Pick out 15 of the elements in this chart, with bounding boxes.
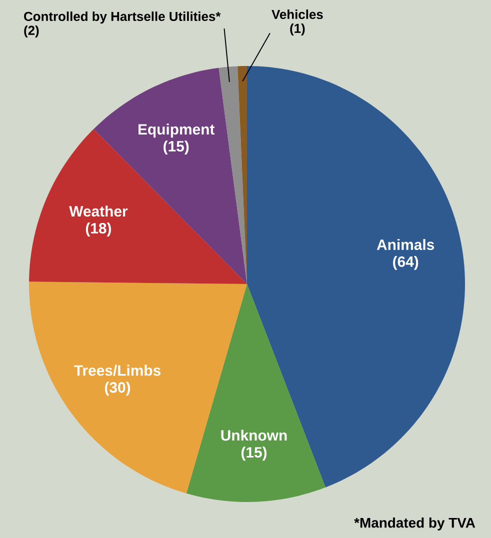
slice-label: Animals: [376, 239, 434, 250]
data-label: (1): [290, 23, 305, 36]
slice-label: Equipment: [138, 124, 215, 138]
data-label: (30): [104, 382, 130, 396]
text: *Mandated by TVA: [354, 517, 476, 530]
data-label: (2): [24, 25, 39, 38]
slice-label: Trees/Limbs: [74, 364, 161, 376]
data-label: (18): [86, 222, 112, 236]
data-label: (15): [241, 446, 267, 461]
data-label: (15): [164, 140, 189, 155]
data-label: (64): [393, 256, 418, 270]
slice-label: Controlled by Hartselle Utilities*: [24, 12, 221, 24]
slice-label: Unknown: [221, 430, 287, 441]
slice-label: Weather: [69, 206, 128, 217]
slice-label: Vehicles: [272, 10, 323, 20]
